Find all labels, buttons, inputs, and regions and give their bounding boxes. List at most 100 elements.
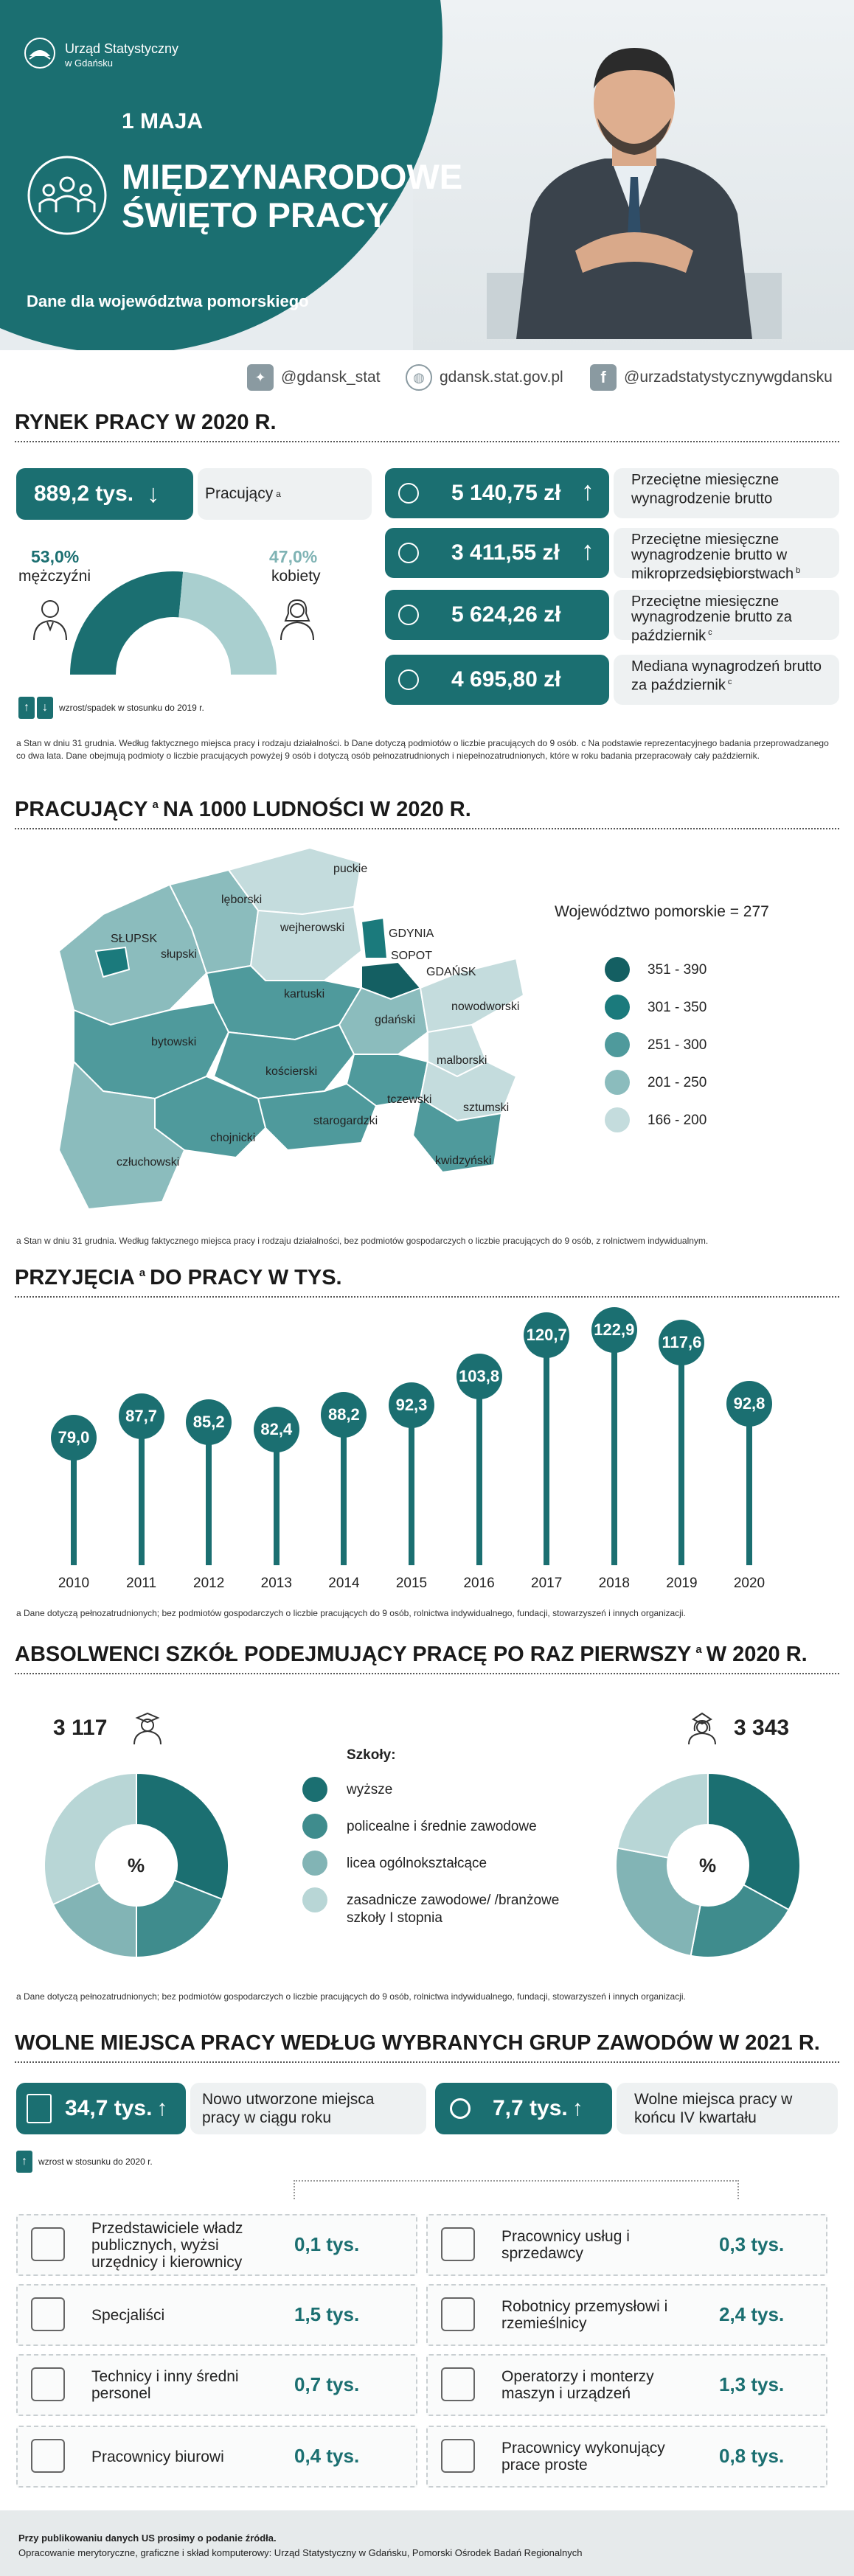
year-tick-label: 2016 [463, 1576, 495, 1591]
bar-value-label: 82,4 [253, 1406, 299, 1452]
county-label: kartuski [284, 988, 325, 1000]
year-tick-label: 2011 [126, 1576, 157, 1591]
map-title-rest: NA 1000 LUDNOŚCI W 2020 R. [162, 798, 471, 821]
pomorskie-map [58, 846, 525, 1211]
new-jobs-label-box: Nowo utworzone miejsca pracy w ciągu rok… [190, 2083, 426, 2134]
county-label: kościerski [265, 1065, 318, 1078]
website-link[interactable]: ◍ gdansk.stat.gov.pl [406, 363, 563, 392]
employed-value-pill: 889,2 tys. ↓ [16, 468, 193, 520]
wage-label: Przeciętne miesięczne wynagrodzenie brut… [631, 532, 835, 582]
legend-swatch [605, 1032, 630, 1057]
change-legend: ↑ ↓ wzrost/spadek w stosunku do 2019 r. [18, 697, 204, 719]
county-label: lęborski [221, 894, 263, 906]
county-label: malborski [437, 1054, 487, 1067]
bar-value-label: 117,6 [659, 1320, 705, 1366]
men-pct: 53,0% [31, 547, 80, 566]
bar-stem [678, 1343, 685, 1565]
occupation-icon [31, 2297, 65, 2331]
occupation-value: 0,1 tys. [294, 2233, 360, 2255]
occupation-value: 2,4 tys. [719, 2303, 785, 2325]
businessman-photo [487, 29, 782, 339]
occupation-value: 1,5 tys. [294, 2303, 360, 2325]
map-note: a Stan w dniu 31 grudnia. Według faktycz… [16, 1236, 709, 1246]
arrow-up-icon: ↑ [581, 535, 594, 565]
labor-market-title: RYNEK PRACY W 2020 R. [15, 411, 277, 434]
wage-label-sup: c [708, 628, 712, 637]
money-bag-icon [398, 543, 419, 563]
free-jobs-pill: 7,7 tys. ↑ [435, 2083, 612, 2134]
county-label: starogardzki [313, 1115, 378, 1127]
county-wejherowski [249, 905, 363, 981]
occupation-icon [441, 2297, 475, 2331]
women-label: kobiety [271, 568, 321, 585]
section-divider [15, 1296, 839, 1298]
employed-value: 889,2 tys. [34, 481, 134, 506]
map-title: PRACUJĄCY a NA 1000 LUDNOŚCI W 2020 R. [15, 798, 471, 822]
women-share-arc [178, 571, 277, 675]
graduates-title: ABSOLWENCI SZKÓŁ PODEJMUJĄCY PRACĘ PO RA… [15, 1643, 808, 1667]
bar-stem [273, 1429, 280, 1565]
facebook-link[interactable]: f @urzadstatystycznywgdansku [590, 363, 833, 392]
year-tick-label: 2015 [395, 1576, 428, 1591]
wage-label-box: Mediana wynagrodzeń brutto za październi… [614, 655, 839, 705]
occupation-row: Pracownicy biurowi 0,4 tys. [16, 2426, 417, 2488]
arrow-up-icon: ↑ [581, 476, 594, 506]
legend-swatch [605, 995, 630, 1020]
county-slupsk [94, 946, 131, 978]
document-icon [27, 2094, 52, 2123]
wage-label-sup: b [796, 566, 801, 575]
occupation-row: Operatorzy i monterzy maszyn i urządzeń 1… [426, 2354, 827, 2416]
schools-legend-title: Szkoły: [347, 1747, 396, 1763]
county-label: SOPOT [391, 950, 433, 962]
wage-label-box: Przeciętne miesięczne wynagrodzenie brut… [614, 468, 839, 518]
footer-source-note: Przy publikowaniu danych US prosimy o po… [18, 2533, 277, 2544]
school-legend-label: policealne i średnie zawodowe [347, 1819, 537, 1834]
occupation-name: Pracownicy wykonujący prace proste [501, 2440, 665, 2474]
county-starogardzki [257, 1082, 378, 1152]
bar-stem [544, 1335, 550, 1565]
legend-label: 251 - 300 [648, 1037, 707, 1053]
bar-value-label: 92,8 [726, 1381, 772, 1427]
graduates-women-count: 3 343 [734, 1716, 790, 1740]
money-bag-icon [398, 669, 419, 690]
occupation-name: Robotnicy przemysłowi i rzemieślnicy [501, 2298, 668, 2332]
graduates-men-donut [44, 1772, 229, 1959]
section-divider [15, 441, 839, 442]
wage-label-text: Przeciętne miesięczne wynagrodzenie brut… [631, 472, 780, 507]
section-divider [15, 828, 839, 829]
free-jobs-value: 7,7 tys. [493, 2096, 568, 2120]
wage-label: Przeciętne miesięczne wynagrodzenie brut… [631, 594, 835, 644]
occupation-row: Technicy i inny średni personel 0,7 tys. [16, 2354, 417, 2416]
graduates-title-rest: W 2020 R. [706, 1643, 808, 1666]
arrow-up-icon: ↑ [156, 2096, 168, 2120]
county-label: puckie [333, 863, 368, 875]
bar-stem [611, 1329, 617, 1565]
graduates-title-sup: a [695, 1643, 702, 1657]
hires-title-rest: DO PRACY W TYS. [150, 1266, 342, 1289]
year-tick-label: 2018 [598, 1576, 630, 1591]
bar-value-label: 87,7 [118, 1393, 164, 1439]
wage-value: 5 624,26 zł [451, 602, 561, 627]
logo-icon [24, 37, 56, 69]
org-name-city: w Gdańsku [65, 58, 114, 69]
arrow-up-icon: ↑ [572, 2096, 583, 2120]
header-subtitle: Dane dla województwa pomorskiego [27, 292, 309, 310]
women-pct: 47,0% [269, 547, 318, 566]
website-url: gdansk.stat.gov.pl [440, 369, 563, 386]
twitter-link[interactable]: ✦ @gdansk_stat [247, 363, 381, 392]
graduate-woman-icon [686, 1709, 718, 1746]
hires-note: a Dane dotyczą pełnozatrudnionych; bez p… [16, 1608, 686, 1618]
county-label: kwidzyński [435, 1155, 492, 1167]
wage-value-pill: 5 140,75 zł ↑ [385, 468, 609, 518]
free-jobs-label-box: Wolne miejsca pracy w końcu IV kwartału [617, 2083, 838, 2134]
footer: Przy publikowaniu danych US prosimy o po… [0, 2510, 854, 2576]
man-icon [29, 596, 71, 641]
county-label: tczewski [387, 1093, 432, 1106]
wage-value-pill: 5 624,26 zł [385, 590, 609, 640]
year-tick-label: 2020 [733, 1576, 766, 1591]
bar-stem [206, 1422, 212, 1565]
county-kwidzynski [412, 1097, 503, 1174]
graduates-note: a Dane dotyczą pełnozatrudnionych; bez p… [16, 1991, 686, 2002]
occupation-name: Pracownicy usług i sprzedawcy [501, 2228, 630, 2262]
occupation-name: Operatorzy i monterzy maszyn i urządzeń [501, 2368, 654, 2402]
